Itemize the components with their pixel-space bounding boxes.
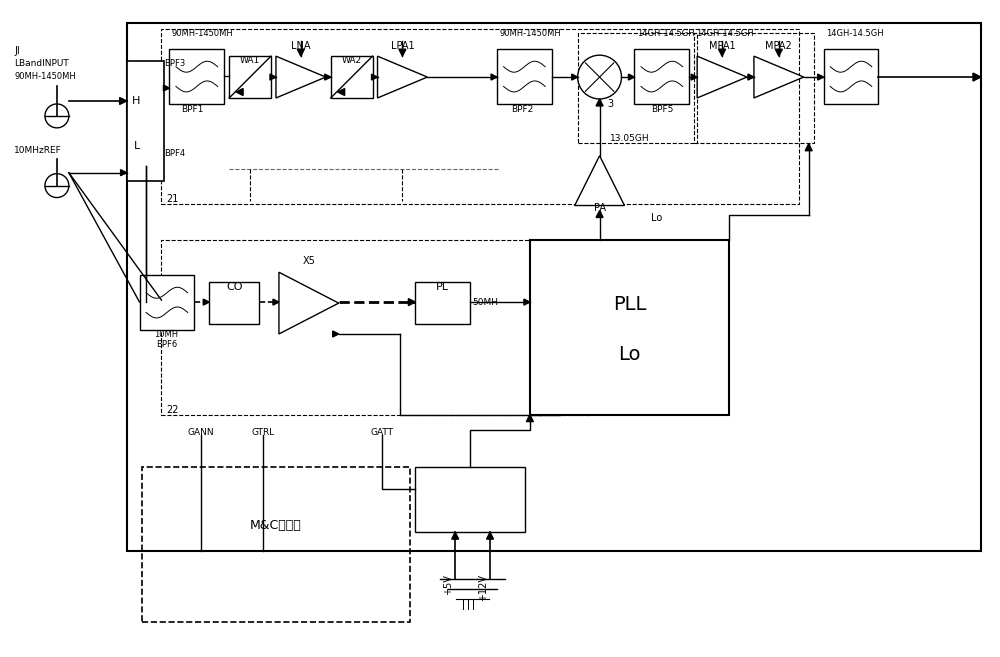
Text: BPF2: BPF2 bbox=[511, 105, 533, 114]
Polygon shape bbox=[270, 74, 276, 80]
Text: Lo: Lo bbox=[618, 345, 641, 364]
Bar bbox=[140, 275, 194, 330]
Polygon shape bbox=[491, 74, 497, 80]
Text: 90MH-1450MH: 90MH-1450MH bbox=[14, 72, 76, 81]
Polygon shape bbox=[399, 49, 406, 56]
Polygon shape bbox=[203, 299, 209, 305]
Polygon shape bbox=[297, 49, 304, 56]
Circle shape bbox=[45, 173, 69, 198]
Polygon shape bbox=[572, 74, 578, 80]
Text: PL: PL bbox=[436, 283, 449, 292]
Polygon shape bbox=[818, 74, 824, 80]
Polygon shape bbox=[805, 144, 812, 150]
Text: 21: 21 bbox=[166, 194, 179, 204]
Polygon shape bbox=[333, 331, 339, 337]
Polygon shape bbox=[754, 56, 804, 98]
Text: GATT: GATT bbox=[371, 428, 394, 437]
Text: Lo: Lo bbox=[651, 214, 663, 223]
Polygon shape bbox=[163, 85, 169, 91]
Text: BPF6: BPF6 bbox=[156, 340, 177, 349]
Text: 14GH-14.5GH: 14GH-14.5GH bbox=[696, 30, 754, 38]
Bar bbox=[497, 49, 552, 104]
Text: WA2: WA2 bbox=[342, 56, 362, 65]
Text: 10MH: 10MH bbox=[154, 330, 178, 339]
Polygon shape bbox=[596, 99, 603, 106]
Text: 90MH-1450MH: 90MH-1450MH bbox=[500, 30, 562, 38]
Bar bbox=[209, 283, 259, 324]
Polygon shape bbox=[575, 156, 624, 206]
Text: WA1: WA1 bbox=[240, 56, 260, 65]
Text: 10MHzREF: 10MHzREF bbox=[14, 146, 62, 155]
Bar bbox=[694, 34, 814, 143]
Bar bbox=[634, 49, 689, 104]
Text: X5: X5 bbox=[302, 256, 315, 266]
Bar bbox=[161, 30, 799, 204]
Bar bbox=[415, 283, 470, 324]
Text: +12V: +12V bbox=[478, 574, 488, 601]
Polygon shape bbox=[719, 49, 726, 56]
Text: PLL: PLL bbox=[613, 295, 646, 314]
Bar bbox=[578, 34, 697, 143]
Polygon shape bbox=[372, 74, 378, 80]
Polygon shape bbox=[338, 89, 345, 95]
Bar bbox=[142, 467, 410, 622]
Polygon shape bbox=[276, 56, 326, 98]
Text: MPA2: MPA2 bbox=[765, 41, 792, 51]
Text: JI: JI bbox=[14, 46, 20, 57]
Bar bbox=[331, 56, 373, 98]
Text: BPF4: BPF4 bbox=[164, 148, 186, 158]
Polygon shape bbox=[279, 272, 339, 334]
Bar bbox=[415, 467, 525, 532]
Text: 90MH-1450MH: 90MH-1450MH bbox=[171, 30, 233, 38]
Text: BPF3: BPF3 bbox=[164, 59, 186, 68]
Text: 22: 22 bbox=[166, 405, 179, 415]
Text: GANN: GANN bbox=[188, 428, 215, 437]
Bar bbox=[127, 23, 981, 551]
Polygon shape bbox=[775, 49, 782, 56]
Circle shape bbox=[578, 55, 621, 99]
Text: +5V: +5V bbox=[443, 574, 453, 595]
Bar bbox=[824, 49, 878, 104]
Polygon shape bbox=[487, 532, 494, 539]
Polygon shape bbox=[596, 210, 603, 217]
Text: BPF5: BPF5 bbox=[651, 105, 673, 114]
Bar bbox=[530, 240, 729, 415]
Polygon shape bbox=[273, 299, 279, 305]
Polygon shape bbox=[325, 74, 331, 80]
Text: MPA1: MPA1 bbox=[709, 41, 735, 51]
Polygon shape bbox=[697, 56, 747, 98]
Text: LNA: LNA bbox=[291, 41, 311, 51]
Polygon shape bbox=[973, 73, 981, 81]
Polygon shape bbox=[748, 74, 754, 80]
Text: 3: 3 bbox=[608, 99, 614, 109]
Text: 13.05GH: 13.05GH bbox=[610, 134, 649, 143]
Text: 14GH-14.5GH: 14GH-14.5GH bbox=[826, 30, 883, 38]
Text: 50MH: 50MH bbox=[472, 298, 498, 307]
Text: PA: PA bbox=[594, 202, 606, 212]
Text: CO: CO bbox=[226, 283, 242, 292]
Polygon shape bbox=[691, 74, 697, 80]
Bar bbox=[127, 61, 164, 181]
Text: LBandINPUT: LBandINPUT bbox=[14, 59, 69, 68]
Text: H: H bbox=[132, 96, 141, 106]
Polygon shape bbox=[526, 415, 533, 422]
Polygon shape bbox=[120, 97, 127, 104]
Polygon shape bbox=[408, 299, 415, 306]
Polygon shape bbox=[452, 532, 459, 539]
Text: 14GH-14.5GH: 14GH-14.5GH bbox=[637, 30, 695, 38]
Bar bbox=[161, 240, 590, 415]
Text: BPF1: BPF1 bbox=[181, 105, 203, 114]
Text: M&C转换器: M&C转换器 bbox=[250, 519, 302, 532]
Polygon shape bbox=[524, 299, 530, 305]
Text: L: L bbox=[133, 141, 140, 151]
Polygon shape bbox=[628, 74, 634, 80]
Text: GTRL: GTRL bbox=[251, 428, 275, 437]
Polygon shape bbox=[236, 89, 243, 95]
Polygon shape bbox=[121, 170, 127, 175]
Bar bbox=[229, 56, 271, 98]
Circle shape bbox=[45, 104, 69, 128]
Polygon shape bbox=[378, 56, 427, 98]
Bar bbox=[169, 49, 224, 104]
Text: LPA1: LPA1 bbox=[391, 41, 414, 51]
